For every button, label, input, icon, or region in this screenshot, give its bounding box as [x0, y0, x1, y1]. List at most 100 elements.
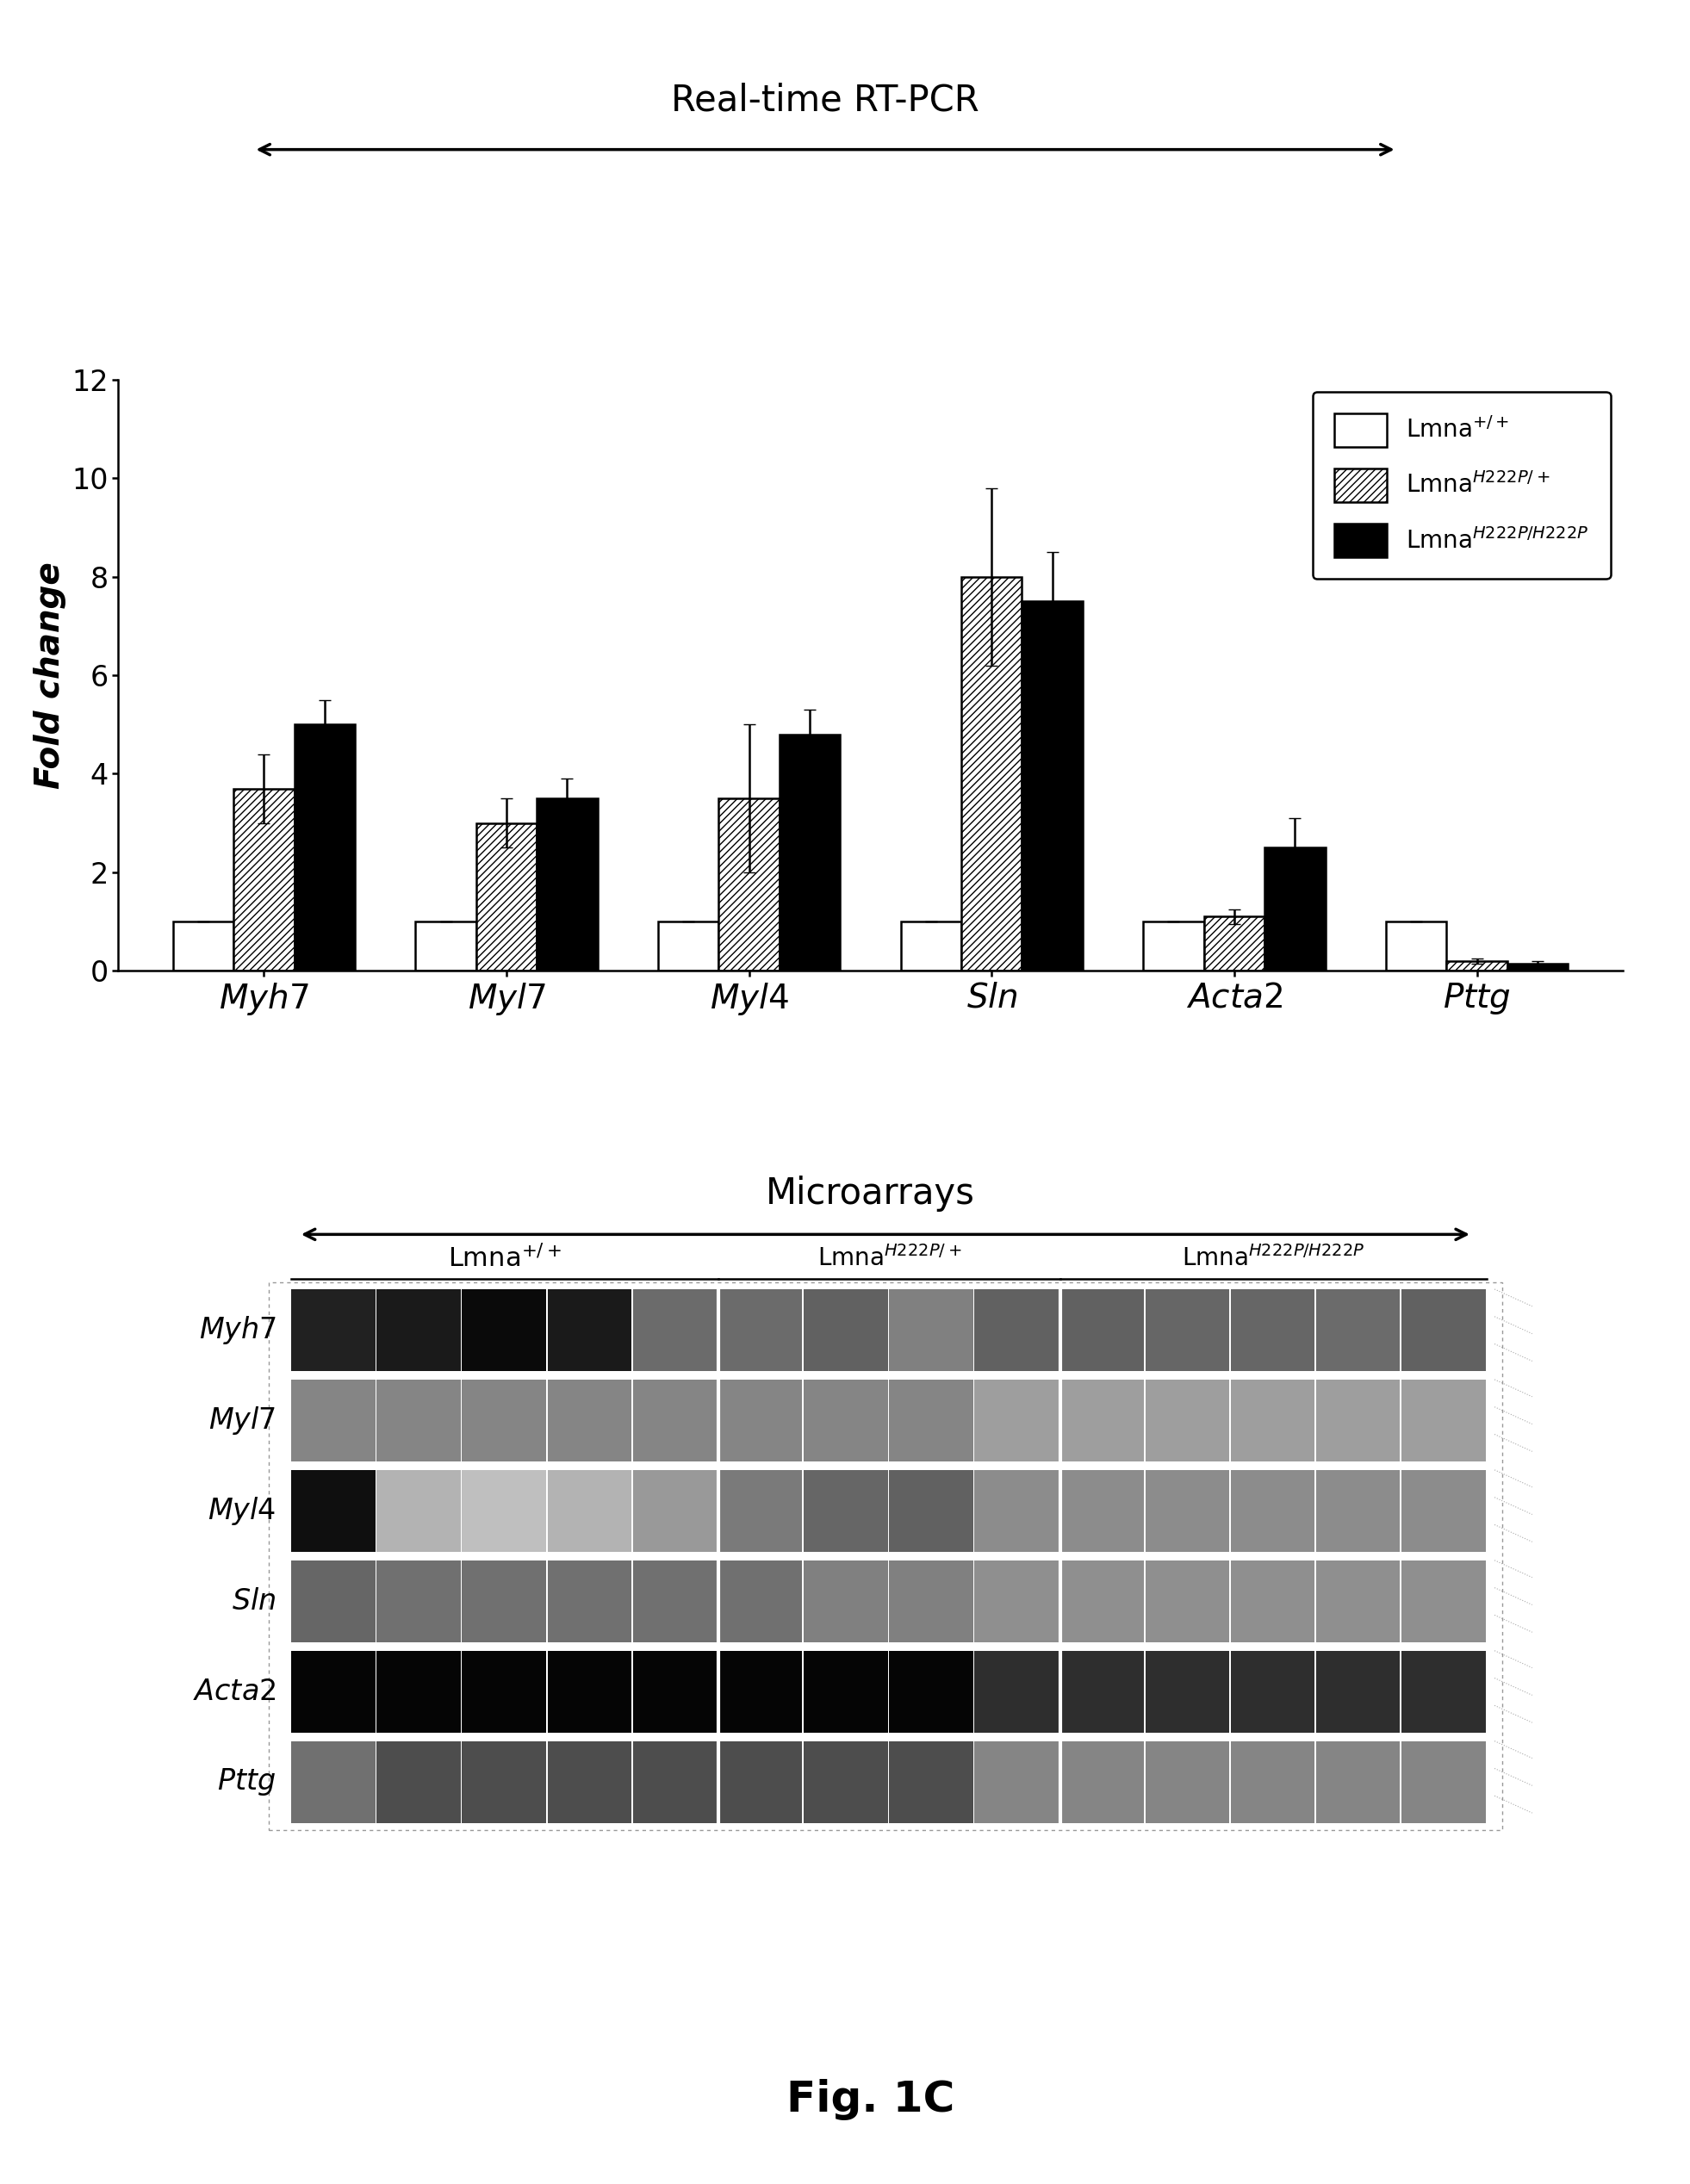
- Bar: [718, 799, 779, 972]
- Bar: [1401, 1289, 1486, 1372]
- Bar: [1264, 847, 1325, 972]
- Bar: [294, 725, 355, 972]
- Bar: [461, 1559, 546, 1642]
- Bar: [718, 1380, 803, 1461]
- Bar: [291, 1289, 375, 1372]
- Bar: [889, 1741, 973, 1824]
- Bar: [1386, 922, 1447, 972]
- Bar: [804, 1289, 887, 1372]
- Bar: [1401, 1380, 1486, 1461]
- Bar: [1146, 1651, 1229, 1732]
- Bar: [377, 1651, 461, 1732]
- Bar: [1146, 1289, 1229, 1372]
- Bar: [548, 1470, 632, 1553]
- Bar: [1060, 1380, 1144, 1461]
- Bar: [804, 1380, 887, 1461]
- Text: $\it{Myl7}$: $\it{Myl7}$: [210, 1404, 275, 1437]
- Bar: [1060, 1470, 1144, 1553]
- Bar: [416, 922, 477, 972]
- Bar: [291, 1741, 375, 1824]
- Bar: [889, 1380, 973, 1461]
- Bar: [1317, 1651, 1399, 1732]
- Bar: [975, 1651, 1058, 1732]
- Bar: [634, 1470, 717, 1553]
- Bar: [718, 1651, 803, 1732]
- Bar: [634, 1741, 717, 1824]
- Bar: [962, 577, 1022, 972]
- Bar: [291, 1559, 375, 1642]
- Bar: [233, 788, 294, 972]
- Bar: [172, 922, 233, 972]
- Bar: [889, 1559, 973, 1642]
- Y-axis label: Fold change: Fold change: [34, 561, 66, 788]
- Bar: [548, 1380, 632, 1461]
- Bar: [477, 823, 537, 972]
- Bar: [634, 1651, 717, 1732]
- Bar: [1146, 1559, 1229, 1642]
- Bar: [1447, 961, 1507, 972]
- Text: $\it{Sln}$: $\it{Sln}$: [232, 1588, 275, 1616]
- Text: Lmna$^{+/+}$: Lmna$^{+/+}$: [448, 1245, 561, 1273]
- Text: $\it{Myl4}$: $\it{Myl4}$: [208, 1496, 275, 1527]
- Bar: [718, 1559, 803, 1642]
- Bar: [718, 1741, 803, 1824]
- Bar: [269, 1282, 1502, 1830]
- Bar: [1317, 1289, 1399, 1372]
- Bar: [548, 1741, 632, 1824]
- Bar: [461, 1380, 546, 1461]
- Bar: [377, 1741, 461, 1824]
- Bar: [779, 734, 840, 972]
- Bar: [1060, 1289, 1144, 1372]
- Bar: [1230, 1559, 1315, 1642]
- Bar: [975, 1741, 1058, 1824]
- Bar: [1317, 1470, 1399, 1553]
- Text: $\it{Myh7}$: $\it{Myh7}$: [199, 1315, 275, 1345]
- Bar: [1317, 1380, 1399, 1461]
- Bar: [461, 1289, 546, 1372]
- Bar: [291, 1380, 375, 1461]
- Bar: [718, 1470, 803, 1553]
- Bar: [975, 1380, 1058, 1461]
- Bar: [537, 799, 598, 972]
- Text: $\it{Acta2}$: $\it{Acta2}$: [193, 1677, 275, 1706]
- Bar: [1146, 1380, 1229, 1461]
- Bar: [975, 1470, 1058, 1553]
- Bar: [461, 1651, 546, 1732]
- Bar: [1401, 1651, 1486, 1732]
- Bar: [975, 1559, 1058, 1642]
- Bar: [804, 1651, 887, 1732]
- Bar: [804, 1741, 887, 1824]
- Bar: [1230, 1289, 1315, 1372]
- Bar: [377, 1289, 461, 1372]
- Bar: [804, 1470, 887, 1553]
- Bar: [548, 1289, 632, 1372]
- Bar: [1230, 1651, 1315, 1732]
- Bar: [1317, 1559, 1399, 1642]
- Bar: [718, 1289, 803, 1372]
- Bar: [1203, 917, 1264, 972]
- Text: Microarrays: Microarrays: [766, 1175, 975, 1212]
- Bar: [377, 1559, 461, 1642]
- Bar: [657, 922, 718, 972]
- Bar: [1060, 1741, 1144, 1824]
- Bar: [548, 1559, 632, 1642]
- Bar: [1401, 1470, 1486, 1553]
- Bar: [1060, 1559, 1144, 1642]
- Bar: [804, 1559, 887, 1642]
- Bar: [1230, 1470, 1315, 1553]
- Bar: [889, 1289, 973, 1372]
- Bar: [377, 1470, 461, 1553]
- Bar: [461, 1470, 546, 1553]
- Bar: [1146, 1470, 1229, 1553]
- Bar: [975, 1289, 1058, 1372]
- Bar: [1230, 1380, 1315, 1461]
- Text: $\it{Pttg}$: $\it{Pttg}$: [218, 1767, 275, 1797]
- Bar: [1401, 1741, 1486, 1824]
- Bar: [291, 1651, 375, 1732]
- Bar: [634, 1559, 717, 1642]
- Bar: [889, 1470, 973, 1553]
- Text: Fig. 1C: Fig. 1C: [786, 2079, 955, 2121]
- Bar: [1022, 601, 1083, 972]
- Bar: [291, 1470, 375, 1553]
- Legend: Lmna$^{+/+}$, Lmna$^{H222P/+}$, Lmna$^{H222P/H222P}$: Lmna$^{+/+}$, Lmna$^{H222P/+}$, Lmna$^{H…: [1313, 391, 1611, 579]
